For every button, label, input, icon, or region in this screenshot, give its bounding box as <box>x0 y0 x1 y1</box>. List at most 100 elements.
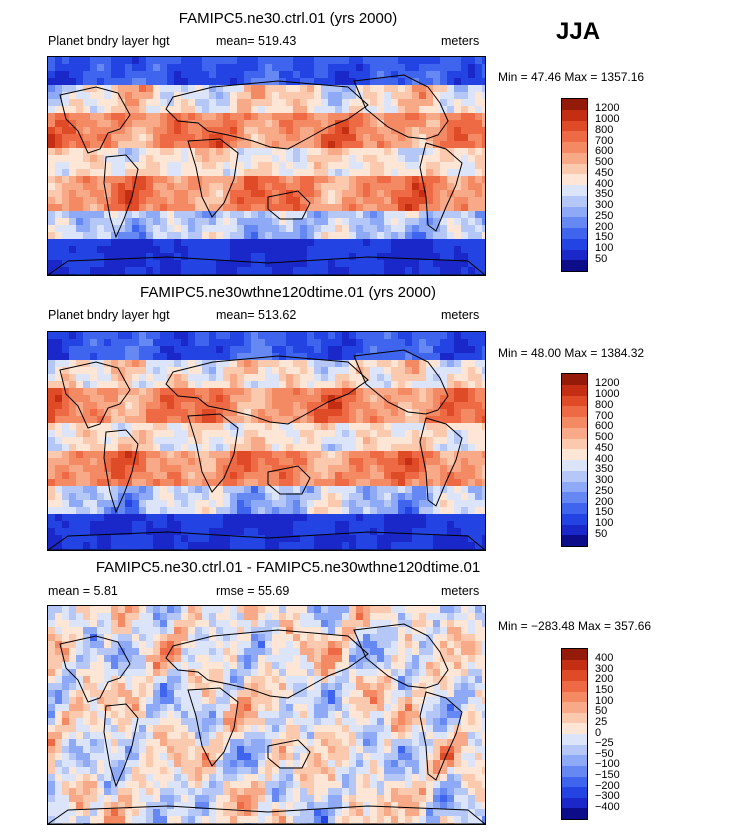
map-cell <box>139 528 147 536</box>
map-cell <box>174 507 182 515</box>
map-cell <box>328 134 336 142</box>
map-cell <box>475 204 483 212</box>
map-cell <box>335 423 343 431</box>
map-cell <box>69 232 77 240</box>
map-cell <box>83 648 91 656</box>
map-cell <box>62 683 70 691</box>
map-cell <box>468 514 476 522</box>
map-cell <box>475 253 483 261</box>
map-cell <box>216 697 224 705</box>
map-cell <box>118 381 126 389</box>
map-cell <box>146 232 154 240</box>
map-cell <box>209 416 217 424</box>
map-cell <box>216 395 224 403</box>
map-cell <box>307 690 315 698</box>
map-cell <box>482 472 485 480</box>
map-cell <box>48 690 56 698</box>
map-cell <box>237 606 245 614</box>
map-cell <box>48 204 56 212</box>
map-cell <box>237 507 245 515</box>
map-cell <box>426 225 434 233</box>
map-cell <box>433 85 441 93</box>
map-cell <box>328 204 336 212</box>
map-cell <box>377 190 385 198</box>
map-cell <box>174 162 182 170</box>
map-cell <box>265 374 273 382</box>
map-cell <box>335 246 343 254</box>
map-cell <box>272 458 280 466</box>
map-cell <box>160 155 168 163</box>
map-cell <box>440 528 448 536</box>
map-cell <box>356 648 364 656</box>
map-cell <box>461 606 469 614</box>
map-cell <box>181 85 189 93</box>
map-cell <box>342 479 350 487</box>
map-cell <box>111 430 119 438</box>
map-cell <box>258 444 266 452</box>
map-cell <box>391 521 399 529</box>
map-cell <box>307 353 315 361</box>
map-cell <box>356 528 364 536</box>
map-cell <box>440 662 448 670</box>
map-cell <box>258 655 266 663</box>
map-cell <box>146 395 154 403</box>
map-cell <box>321 85 329 93</box>
map-cell <box>244 669 252 677</box>
map-cell <box>461 451 469 459</box>
map-cell <box>328 367 336 375</box>
map-cell <box>223 402 231 410</box>
map-cell <box>90 106 98 114</box>
map-cell <box>160 662 168 670</box>
map-cell <box>48 697 56 705</box>
map-cell <box>300 648 308 656</box>
map-cell <box>195 141 203 149</box>
map-cell <box>377 106 385 114</box>
map-cell <box>377 542 385 550</box>
map-cell <box>202 374 210 382</box>
map-cell <box>216 416 224 424</box>
map-cell <box>160 493 168 501</box>
map-cell <box>307 162 315 170</box>
map-cell <box>300 218 308 226</box>
map-cell <box>447 458 455 466</box>
map-cell <box>55 367 63 375</box>
map-cell <box>461 465 469 473</box>
map-cell <box>419 500 427 508</box>
map-cell <box>160 416 168 424</box>
map-cell <box>195 353 203 361</box>
map-cell <box>153 458 161 466</box>
map-cell <box>370 148 378 156</box>
map-cell <box>188 332 196 340</box>
map-cell <box>475 416 483 424</box>
map-cell <box>181 99 189 107</box>
map-cell <box>251 190 259 198</box>
map-cell <box>384 423 392 431</box>
map-cell <box>230 423 238 431</box>
map-cell <box>167 260 175 268</box>
map-cell <box>146 641 154 649</box>
map-cell <box>216 162 224 170</box>
map-cell <box>118 360 126 368</box>
map-cell <box>48 472 56 480</box>
map-cell <box>132 662 140 670</box>
map-cell <box>419 648 427 656</box>
map-cell <box>328 690 336 698</box>
map-cell <box>279 339 287 347</box>
map-cell <box>69 197 77 205</box>
map-cell <box>482 521 485 529</box>
map-cell <box>167 690 175 698</box>
map-cell <box>153 528 161 536</box>
map-cell <box>349 169 357 177</box>
map-cell <box>279 267 287 275</box>
map-cell <box>223 669 231 677</box>
map-cell <box>482 246 485 254</box>
map-cell <box>174 648 182 656</box>
map-cell <box>174 683 182 691</box>
map-cell <box>426 500 434 508</box>
map-cell <box>216 634 224 642</box>
map-cell <box>153 225 161 233</box>
map-cell <box>188 662 196 670</box>
map-cell <box>265 535 273 543</box>
map-cell <box>482 346 485 354</box>
map-cell <box>454 239 462 247</box>
